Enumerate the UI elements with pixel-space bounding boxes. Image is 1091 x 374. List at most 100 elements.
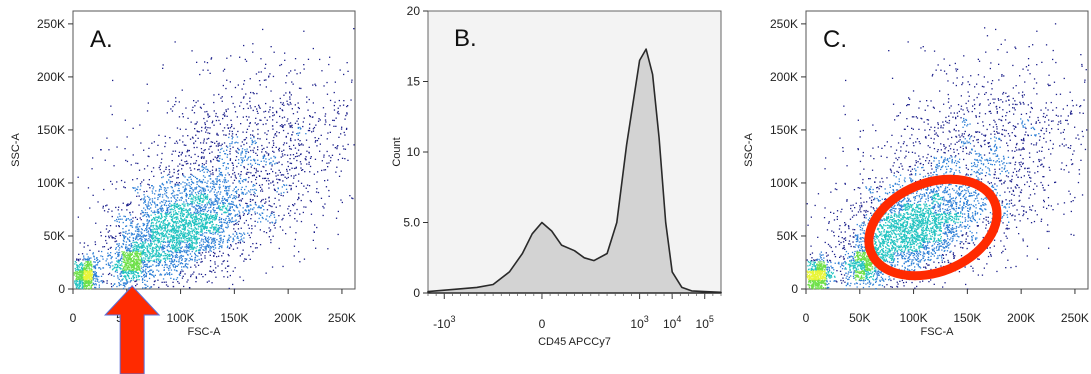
data-point: [114, 266, 116, 268]
data-point: [145, 273, 148, 275]
data-point: [175, 232, 177, 234]
data-point: [205, 213, 207, 216]
data-point: [88, 265, 90, 268]
data-point: [217, 155, 219, 157]
data-point: [154, 213, 156, 216]
data-point: [291, 81, 293, 83]
data-point: [281, 219, 283, 221]
data-point: [135, 241, 137, 243]
data-point: [175, 216, 177, 218]
data-point: [125, 276, 127, 278]
data-point: [201, 188, 203, 190]
data-point: [217, 200, 219, 202]
data-point: [166, 232, 168, 234]
data-point: [216, 224, 218, 226]
data-point: [133, 270, 135, 272]
data-point: [118, 225, 120, 227]
data-point: [184, 161, 186, 163]
data-point: [242, 97, 245, 99]
data-point: [289, 158, 291, 160]
data-point: [89, 274, 92, 277]
data-point: [76, 270, 78, 273]
data-point: [125, 232, 127, 234]
data-point: [283, 104, 285, 106]
data-point: [148, 252, 150, 254]
data-point: [174, 245, 176, 247]
data-point: [166, 207, 168, 209]
data-point: [199, 226, 201, 228]
data-point: [205, 206, 207, 208]
data-point: [176, 221, 178, 223]
data-point: [210, 57, 213, 59]
data-point: [268, 76, 270, 78]
data-point: [185, 266, 187, 268]
data-point: [298, 193, 300, 195]
data-point: [218, 142, 220, 144]
data-point: [173, 214, 175, 216]
data-point: [218, 227, 220, 230]
data-point: [158, 210, 160, 213]
data-point: [146, 213, 148, 216]
data-point: [128, 265, 130, 267]
data-point: [200, 219, 202, 221]
data-point: [156, 221, 158, 223]
data-point: [269, 106, 271, 108]
data-point: [163, 170, 165, 173]
data-point: [221, 225, 223, 227]
data-point: [329, 99, 332, 102]
data-point: [77, 268, 79, 270]
data-point: [153, 141, 155, 143]
data-point: [148, 238, 150, 240]
data-point: [215, 195, 217, 198]
data-point: [212, 251, 215, 254]
data-point: [196, 183, 198, 185]
data-point: [118, 249, 120, 251]
data-point: [135, 236, 137, 238]
data-point: [223, 276, 225, 278]
data-point: [88, 277, 91, 279]
data-point: [295, 166, 297, 168]
data-point: [229, 196, 231, 198]
data-point: [186, 216, 189, 218]
data-point: [129, 249, 131, 252]
data-point: [165, 168, 167, 170]
data-point: [249, 97, 251, 99]
data-point: [168, 223, 170, 225]
data-point: [211, 224, 213, 226]
data-point: [180, 197, 182, 199]
data-point: [94, 272, 96, 275]
data-point: [278, 247, 280, 250]
data-point: [200, 186, 202, 189]
data-point: [258, 104, 260, 106]
data-point: [189, 187, 191, 189]
data-point: [156, 228, 158, 230]
data-point: [204, 257, 206, 259]
data-point: [118, 283, 121, 285]
data-point: [129, 250, 131, 252]
data-point: [202, 166, 204, 169]
data-point: [178, 259, 180, 261]
data-point: [156, 239, 159, 242]
data-point: [206, 138, 208, 140]
data-point: [224, 180, 226, 182]
data-point: [86, 285, 88, 288]
data-point: [79, 275, 82, 277]
data-point: [223, 218, 225, 221]
data-point: [102, 246, 104, 248]
data-point: [146, 255, 148, 258]
data-point: [162, 247, 164, 249]
data-point: [155, 190, 157, 192]
data-point: [201, 165, 204, 167]
data-point: [158, 225, 161, 227]
data-point: [151, 247, 154, 249]
data-point: [247, 213, 249, 215]
data-point: [115, 225, 117, 227]
data-point: [153, 224, 155, 227]
data-point: [163, 250, 165, 253]
data-point: [257, 163, 259, 165]
data-point: [154, 274, 156, 276]
data-point: [84, 284, 86, 286]
data-point: [150, 234, 152, 236]
data-point: [125, 236, 127, 238]
data-point: [202, 227, 205, 229]
